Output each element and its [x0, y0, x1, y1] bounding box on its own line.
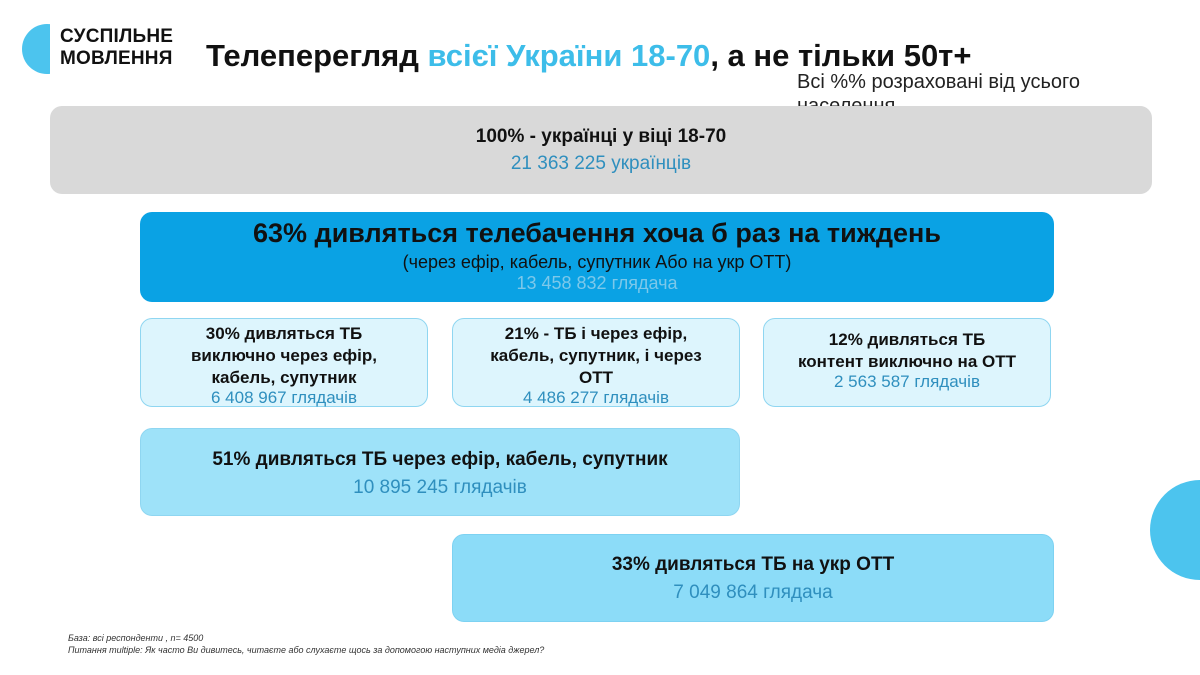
ott-all-label: 33% дивляться ТБ на укр ОТТ: [611, 554, 895, 575]
title-accent: всієї України 18-70: [427, 38, 711, 73]
logo: СУСПІЛЬНЕ МОВЛЕННЯ: [22, 22, 192, 78]
both-line-2: кабель, супутник, і через: [490, 346, 702, 365]
logo-line-2: МОВЛЕННЯ: [60, 48, 173, 69]
logo-line-1: СУСПІЛЬНЕ: [60, 26, 174, 47]
both-channels-box: 21% - ТБ і через ефір, кабель, супутник,…: [452, 318, 740, 407]
tv-sublabel: (через ефір, кабель, супутник Або на укр…: [402, 252, 792, 272]
both-line-3: ОТТ: [579, 368, 613, 387]
ott-only-box: 12% дивляться ТБ контент виключно на ОТТ…: [763, 318, 1051, 407]
footnote-base: База: всі респонденти , n= 4500: [68, 633, 204, 643]
footnote-question: Питання multiple: Як часто Ви дивитесь, …: [68, 645, 545, 655]
tv-count: 13 458 832 глядача: [516, 273, 678, 293]
broadcast-only-box: 30% дивляться ТБ виключно через ефір, ка…: [140, 318, 428, 407]
total-population-box: 100% - українці у віці 18-70 21 363 225 …: [50, 106, 1152, 194]
broadcast-only-line-3: кабель, супутник: [211, 368, 357, 387]
ott-only-line-1: 12% дивляться ТБ: [828, 330, 986, 349]
broadcast-all-label: 51% дивляться ТБ через ефір, кабель, суп…: [212, 449, 668, 470]
tv-label: 63% дивляться телебачення хоча б раз на …: [253, 218, 941, 248]
ott-all-box: 33% дивляться ТБ на укр ОТТ 7 049 864 гл…: [452, 534, 1054, 622]
broadcast-only-line-1: 30% дивляться ТБ: [205, 324, 363, 343]
tv-viewers-box: 63% дивляться телебачення хоча б раз на …: [140, 212, 1054, 302]
title-suffix: , а не тільки 50т+: [710, 38, 972, 73]
decorative-circle-icon: [1150, 480, 1200, 580]
broadcast-all-box: 51% дивляться ТБ через ефір, кабель, суп…: [140, 428, 740, 516]
percent-note: Всі %% розраховані від усього населення: [797, 71, 1080, 106]
ott-only-line-2: контент виключно на ОТТ: [797, 352, 1016, 371]
total-label: 100% - українці у віці 18-70: [475, 126, 727, 147]
logo-text: СУСПІЛЬНЕ МОВЛЕННЯ: [60, 26, 173, 70]
page-title: Телеперегляд всієї України 18-70, а не т…: [206, 38, 971, 74]
ott-only-count: 2 563 587 глядачів: [834, 372, 980, 391]
both-count: 4 486 277 глядачів: [523, 388, 669, 407]
broadcast-all-count: 10 895 245 глядачів: [353, 477, 527, 498]
title-prefix: Телеперегляд: [206, 38, 428, 73]
broadcast-only-count: 6 408 967 глядачів: [211, 388, 357, 407]
ott-all-count: 7 049 864 глядача: [673, 582, 833, 603]
total-count: 21 363 225 українців: [510, 153, 692, 174]
broadcast-only-line-2: виключно через ефір,: [190, 346, 378, 365]
logo-half-circle-icon: [22, 24, 50, 74]
both-line-1: 21% - ТБ і через ефір,: [504, 324, 688, 343]
footnote: База: всі респонденти , n= 4500 Питання …: [68, 632, 544, 656]
